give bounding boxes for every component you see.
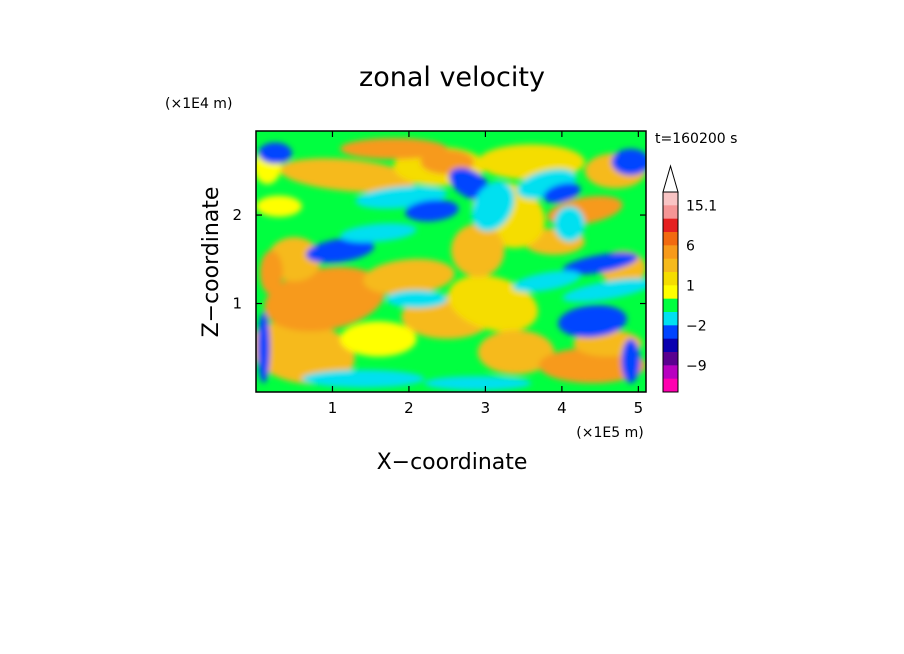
velocity-field — [256, 131, 646, 392]
colorbar-cell — [663, 285, 678, 300]
colorbar-cell — [663, 312, 678, 326]
colorbar-cell — [663, 365, 678, 380]
colorbar-cell — [663, 352, 678, 366]
colorbar-cell — [663, 272, 678, 286]
colorbar-cell — [663, 378, 678, 393]
y-axis-title: Z−coordinate — [199, 187, 224, 338]
colorbar-cell — [663, 205, 678, 220]
colorbar-label: 15.1 — [686, 198, 717, 214]
colorbar-label: 1 — [686, 278, 695, 294]
colorbar-cell — [663, 338, 678, 353]
colorbar-cell — [663, 325, 678, 340]
colorbar-cell — [663, 192, 678, 206]
colorbar-cell — [663, 258, 678, 273]
colorbar-cell — [663, 232, 678, 246]
x-unit-label: (×1E5 m) — [576, 425, 643, 441]
y-tick-label: 2 — [232, 206, 242, 224]
x-tick-label: 1 — [328, 399, 338, 417]
y-unit-label: (×1E4 m) — [165, 96, 232, 112]
colorbar-cell — [663, 218, 678, 233]
colorbar-cell — [663, 245, 678, 260]
y-axis: 12 — [232, 206, 646, 313]
colorbar-frame — [662, 191, 679, 393]
plot-frame — [255, 130, 647, 393]
chart-title: zonal velocity — [359, 62, 545, 93]
colorbar-label: 6 — [686, 238, 695, 254]
x-tick-label: 4 — [557, 399, 567, 417]
time-label: t=160200 s — [655, 131, 737, 147]
x-axis-title: X−coordinate — [377, 450, 528, 475]
y-tick-label: 1 — [232, 295, 242, 313]
colorbar-label: −9 — [686, 358, 707, 374]
x-axis: 1 2 3 4 5 — [328, 131, 643, 417]
colorbar: 15.1 6 1 −2 −9 — [662, 164, 717, 393]
x-tick-label: 2 — [404, 399, 414, 417]
x-tick-label: 3 — [481, 399, 491, 417]
colorbar-cell — [663, 298, 678, 313]
colorbar-label: −2 — [686, 318, 707, 334]
x-tick-label: 5 — [634, 399, 644, 417]
colorbar-extend-arrow — [662, 164, 679, 193]
